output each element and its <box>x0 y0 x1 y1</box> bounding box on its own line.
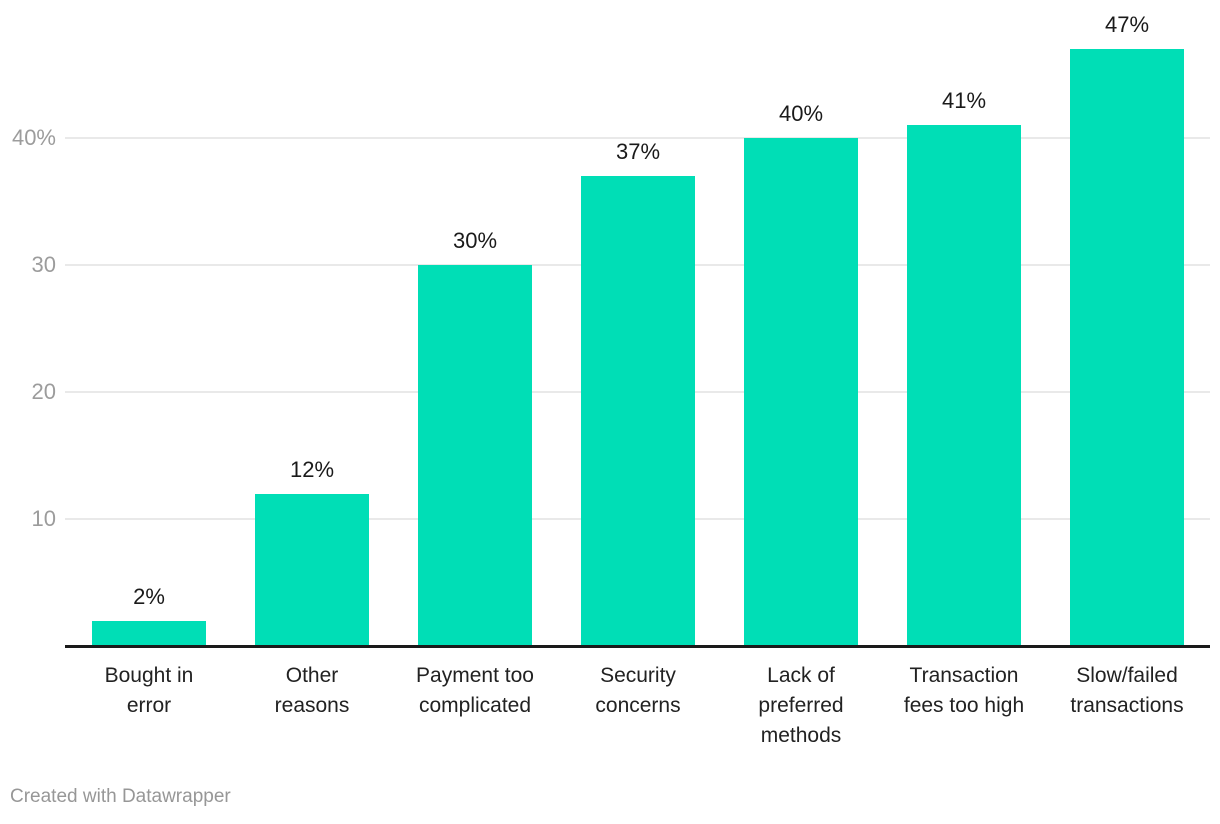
value-label-1: 12% <box>289 457 335 482</box>
value-label-5: 41% <box>941 88 987 113</box>
bar-1 <box>255 494 369 645</box>
category-label-6: Slow/failed transactions <box>1042 661 1212 721</box>
category-label-line: concerns <box>595 694 681 717</box>
category-label-line: Slow/failed <box>1076 664 1178 687</box>
gridline-40 <box>65 137 1210 139</box>
category-label-line: Security <box>600 664 676 687</box>
category-label-line: preferred <box>758 694 844 717</box>
category-label-0: Bought in error <box>64 661 234 721</box>
bar-5 <box>907 125 1021 645</box>
value-label-3: 37% <box>615 139 661 164</box>
value-label-4: 40% <box>778 101 824 126</box>
category-label-4: Lack of preferred methods <box>716 661 886 751</box>
category-label-3: Security concerns <box>553 661 723 721</box>
bar-3 <box>581 176 695 645</box>
bar-2 <box>418 265 532 645</box>
category-label-line: methods <box>760 724 842 747</box>
value-label-6: 47% <box>1104 12 1150 37</box>
y-axis-tick-label: 40% <box>11 125 56 150</box>
category-label-line: Transaction <box>909 664 1019 687</box>
category-label-line: error <box>126 694 172 717</box>
x-axis-line <box>65 645 1210 648</box>
category-label-line: fees too high <box>903 694 1025 717</box>
attribution-text: Created with Datawrapper <box>10 786 231 807</box>
category-label-line: reasons <box>274 694 350 717</box>
y-axis-tick-label: 20 <box>31 379 56 404</box>
category-label-line: Lack of <box>767 664 835 687</box>
y-axis-tick-label: 10 <box>31 506 56 531</box>
category-label-line: transactions <box>1070 694 1184 717</box>
bar-0 <box>92 621 206 645</box>
category-label-line: Bought in <box>104 664 194 687</box>
category-label-line: complicated <box>418 694 532 717</box>
bar-4 <box>744 138 858 645</box>
category-label-2: Payment too complicated <box>390 661 560 721</box>
value-label-0: 2% <box>133 584 165 609</box>
category-label-1: Other reasons <box>227 661 397 721</box>
y-axis-tick-label: 30 <box>31 252 56 277</box>
value-label-2: 30% <box>452 228 498 253</box>
category-label-5: Transaction fees too high <box>879 661 1049 721</box>
bar-6 <box>1070 49 1184 645</box>
category-label-line: Other <box>285 664 339 687</box>
category-label-line: Payment too <box>416 664 534 687</box>
